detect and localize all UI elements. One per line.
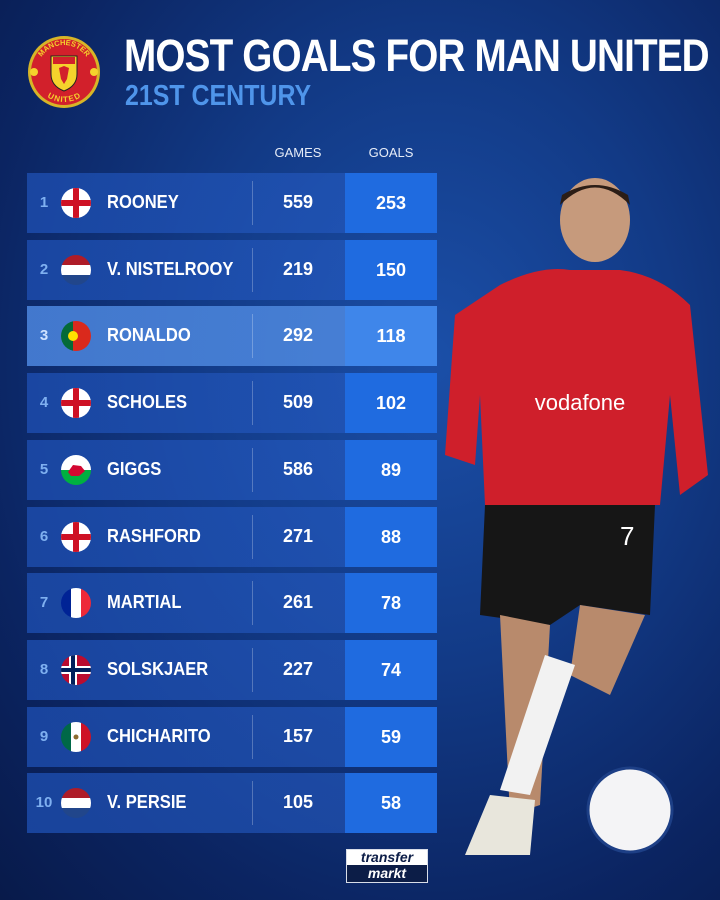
games-value: 105 [282,792,314,813]
column-header-goals: GOALS [368,145,414,160]
flag-france-icon [61,588,91,619]
games-value: 157 [282,725,314,746]
flag-england-icon [61,521,91,552]
rank: 1 [39,194,49,211]
crest-text-bottom: UNITED [46,90,82,103]
goals-value: 89 [380,459,402,480]
column-header-games: GAMES [274,145,322,160]
games-value: 261 [282,592,314,613]
divider [252,514,253,559]
player-name: MARTIAL [107,592,182,613]
flag-wales-icon [61,454,91,485]
rank: 3 [39,327,49,345]
games-value: 227 [282,658,314,679]
table-row: 5 GIGGS 586 89 [27,439,437,500]
table-row: 3 RONALDO 292 118 [27,306,437,367]
rank: 10 [35,794,53,812]
divider [252,781,253,826]
goals-value: 74 [380,659,402,680]
flag-portugal-icon [61,321,91,352]
table-row: 2 V. NISTELROOY 219 150 [27,239,437,300]
transfermarkt-logo: transfer markt [346,849,428,883]
games-value: 509 [282,392,314,413]
goals-value: 78 [380,593,402,614]
logo-text-bottom: markt [367,865,407,881]
divider [252,581,253,626]
goals-value: 253 [375,193,407,213]
goals-cell: 253 [345,173,437,233]
rank: 8 [39,660,49,678]
goals-cell: 88 [345,506,437,567]
shirt-number: 7 [620,521,634,551]
flag-england-icon [61,388,91,419]
goals-value: 88 [380,526,402,547]
player-name: RASHFORD [107,525,201,546]
player-photo: vodafone 7 [445,178,708,855]
shirt-sponsor: vodafone [535,390,626,415]
table-row: 10 V. PERSIE 105 58 [27,773,437,834]
goals-cell: 89 [345,439,437,500]
goals-value: 118 [376,326,406,347]
flag-netherlands-icon [61,788,91,819]
flag-netherlands-icon [61,254,91,285]
flag-england-icon [61,188,91,218]
player-name: RONALDO [107,325,191,346]
goals-cell: 102 [345,373,437,434]
goals-value: 58 [380,793,402,814]
logo-text-top: transfer [347,850,427,865]
games-value: 271 [282,525,314,546]
table-row: 6 RASHFORD 271 88 [27,506,437,567]
table-row: 1 ROONEY 559 253 [27,173,437,233]
rank: 7 [39,594,49,612]
divider [252,314,253,359]
goals-value: 102 [375,393,407,414]
flag-norway-icon [61,654,91,685]
player-name: SCHOLES [107,392,188,413]
games-value: 586 [282,458,314,479]
player-name: V. PERSIE [107,792,187,813]
player-name: SOLSKJAER [107,658,209,679]
rank: 4 [39,394,49,412]
goals-cell: 150 [345,239,437,300]
rank: 6 [39,527,49,545]
games-value: 219 [282,258,314,279]
flag-mexico-icon [61,721,91,752]
divider [252,381,253,426]
divider [252,714,253,759]
rank: 9 [39,727,49,745]
goals-cell: 74 [345,639,437,700]
table-row: 8 SOLSKJAER 227 74 [27,639,437,700]
table-row: 9 CHICHARITO 157 59 [27,706,437,767]
goals-cell: 59 [345,706,437,767]
goals-cell: 78 [345,573,437,634]
divider [252,181,253,225]
goals-cell: 118 [345,306,437,367]
player-name: GIGGS [107,458,162,479]
divider [252,447,253,492]
player-name: ROONEY [107,192,179,212]
games-value: 559 [282,192,314,212]
page-title: MOST GOALS FOR MAN UNITED [124,30,710,81]
goals-value: 150 [375,259,407,280]
player-name: CHICHARITO [107,725,211,746]
rank: 2 [39,260,49,278]
table-row: 4 SCHOLES 509 102 [27,373,437,434]
manchester-united-crest: MANCHESTER UNITED [28,36,100,108]
page-subtitle: 21ST CENTURY [125,80,312,112]
goals-cell: 58 [345,773,437,834]
divider [252,647,253,692]
divider [252,247,253,292]
games-value: 292 [282,325,314,346]
goals-value: 59 [380,726,402,747]
table-row: 7 MARTIAL 261 78 [27,573,437,634]
rank: 5 [39,460,49,478]
player-name: V. NISTELROOY [107,258,234,279]
